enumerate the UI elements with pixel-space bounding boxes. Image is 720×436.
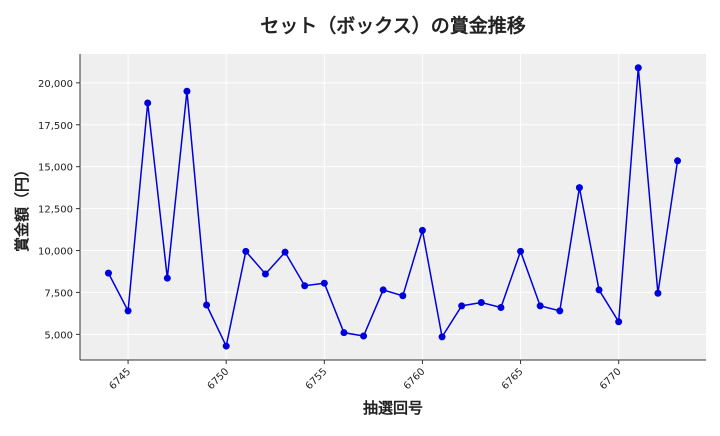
y-tick-label: 17,500 xyxy=(38,121,73,132)
x-tick-label: 6750 xyxy=(206,366,232,392)
y-axis-label: 賞金額（円） xyxy=(13,162,31,252)
data-point xyxy=(517,247,525,255)
y-tick-label: 20,000 xyxy=(38,79,73,90)
x-tick-label: 6770 xyxy=(598,366,624,392)
chart-title: セット（ボックス）の賞金推移 xyxy=(260,14,525,37)
data-point xyxy=(242,247,250,255)
data-point xyxy=(458,302,466,310)
y-tick-label: 15,000 xyxy=(38,163,73,174)
grid xyxy=(80,54,706,360)
data-point xyxy=(281,248,289,256)
y-tick-label: 12,500 xyxy=(38,205,73,216)
data-point xyxy=(438,333,446,341)
y-tick-label: 10,000 xyxy=(38,247,73,258)
data-point xyxy=(575,184,583,192)
data-point xyxy=(497,304,505,312)
x-tick-label: 6755 xyxy=(304,366,330,392)
data-point xyxy=(301,282,309,290)
data-point xyxy=(654,289,662,297)
x-tick-label: 6765 xyxy=(500,366,526,392)
data-point xyxy=(163,274,171,282)
data-point xyxy=(320,279,328,287)
data-point xyxy=(144,99,152,107)
data-point xyxy=(203,301,211,309)
data-point xyxy=(104,269,112,277)
y-tick-label: 7,500 xyxy=(44,288,73,299)
data-point xyxy=(634,64,642,72)
x-axis-label: 抽選回号 xyxy=(363,399,423,417)
series-layer xyxy=(104,64,682,350)
data-point xyxy=(340,329,348,337)
data-point xyxy=(556,307,564,315)
data-point xyxy=(674,157,682,165)
data-point xyxy=(261,270,269,278)
y-tick-label: 5,000 xyxy=(44,330,73,341)
data-point xyxy=(595,286,603,294)
data-point xyxy=(399,292,407,300)
data-point xyxy=(418,226,426,234)
plot-area xyxy=(80,54,706,360)
series-line xyxy=(107,67,679,349)
data-point xyxy=(360,332,368,340)
data-point xyxy=(183,87,191,95)
data-point xyxy=(615,318,623,326)
data-point xyxy=(536,302,544,310)
data-point xyxy=(222,342,230,350)
data-point xyxy=(379,286,387,294)
x-tick-label: 6745 xyxy=(107,366,133,392)
data-point xyxy=(477,298,485,306)
x-tick-label: 6760 xyxy=(402,366,428,392)
data-point xyxy=(124,307,132,315)
